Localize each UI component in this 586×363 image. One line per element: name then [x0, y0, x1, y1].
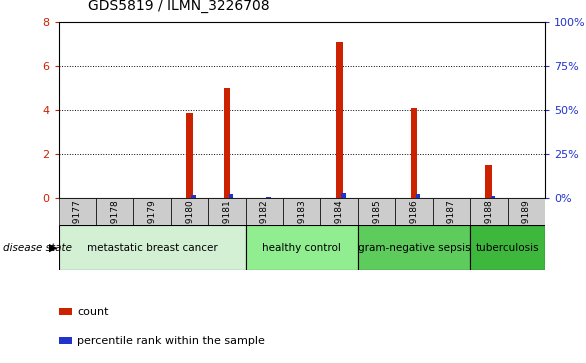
Text: percentile rank within the sample: percentile rank within the sample [77, 335, 265, 346]
Text: tuberculosis: tuberculosis [476, 243, 539, 253]
Text: ▶: ▶ [49, 243, 57, 253]
Bar [341, 193, 346, 198]
Bar [246, 225, 358, 270]
Bar [396, 198, 432, 225]
Text: GSM1599184: GSM1599184 [335, 199, 344, 260]
Text: gram-negative sepsis: gram-negative sepsis [357, 243, 471, 253]
Text: GSM1599180: GSM1599180 [185, 199, 194, 260]
Text: GSM1599182: GSM1599182 [260, 199, 269, 260]
Bar [470, 198, 507, 225]
Text: GSM1599181: GSM1599181 [223, 199, 231, 260]
Bar [432, 198, 470, 225]
Bar [191, 195, 196, 198]
Text: GSM1599187: GSM1599187 [447, 199, 456, 260]
Bar [490, 196, 495, 198]
Bar [134, 198, 171, 225]
Bar [208, 198, 246, 225]
Bar [186, 113, 193, 198]
Bar [229, 194, 233, 198]
Bar [59, 225, 246, 270]
Text: GSM1599177: GSM1599177 [73, 199, 82, 260]
Bar [415, 195, 420, 198]
Text: GSM1599188: GSM1599188 [485, 199, 493, 260]
Text: healthy control: healthy control [263, 243, 341, 253]
Text: GSM1599185: GSM1599185 [372, 199, 381, 260]
Bar [171, 198, 208, 225]
Text: metastatic breast cancer: metastatic breast cancer [87, 243, 217, 253]
Text: GSM1599186: GSM1599186 [410, 199, 418, 260]
Text: GDS5819 / ILMN_3226708: GDS5819 / ILMN_3226708 [88, 0, 270, 13]
Bar [470, 225, 545, 270]
Bar [59, 337, 72, 344]
Bar [283, 198, 321, 225]
Text: GSM1599178: GSM1599178 [110, 199, 119, 260]
Bar [266, 197, 271, 198]
Bar [96, 198, 134, 225]
Bar [358, 225, 470, 270]
Text: disease state: disease state [3, 243, 72, 253]
Bar [485, 165, 492, 198]
Text: GSM1599179: GSM1599179 [148, 199, 156, 260]
Bar [336, 42, 343, 198]
Text: GSM1599189: GSM1599189 [522, 199, 531, 260]
Bar [246, 198, 283, 225]
Bar [59, 309, 72, 315]
Bar [59, 198, 96, 225]
Bar [411, 107, 417, 198]
Bar [358, 198, 396, 225]
Bar [321, 198, 358, 225]
Bar [224, 88, 230, 198]
Text: count: count [77, 307, 109, 317]
Bar [507, 198, 545, 225]
Text: GSM1599183: GSM1599183 [297, 199, 306, 260]
